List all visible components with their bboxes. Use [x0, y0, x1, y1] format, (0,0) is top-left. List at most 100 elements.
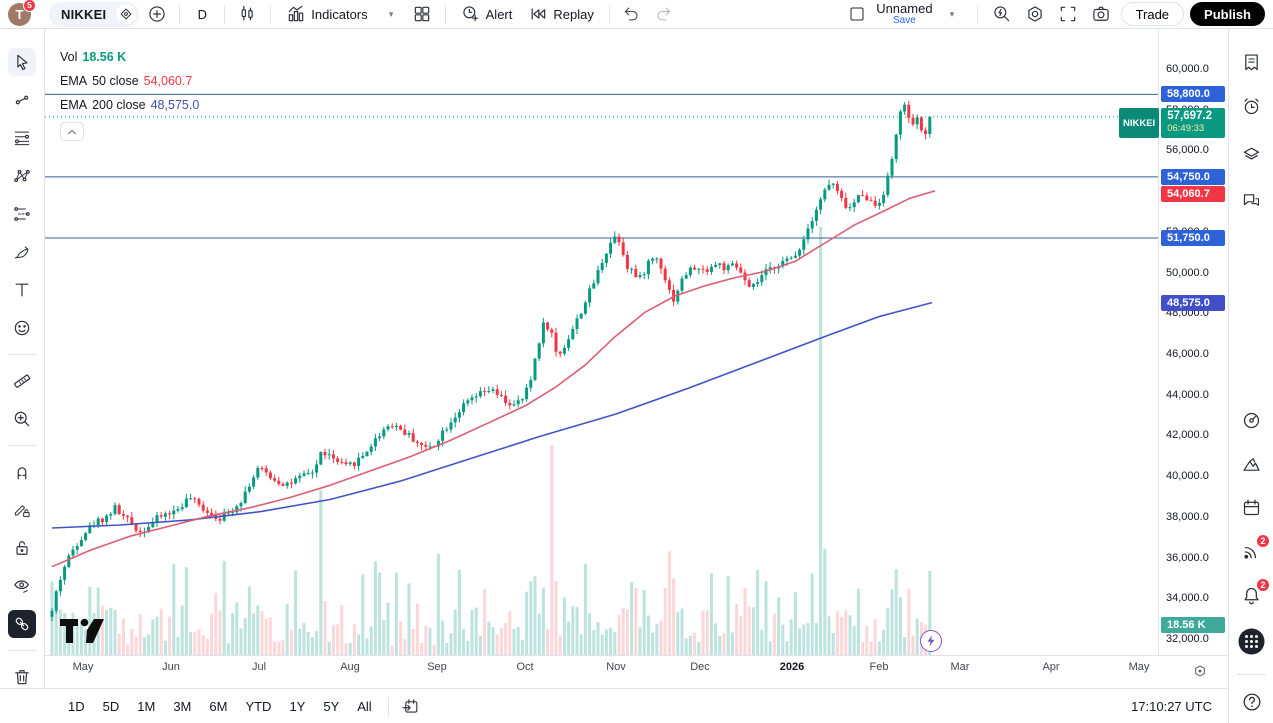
fib-retracement-tool-button[interactable]	[8, 124, 36, 152]
volume-bar	[310, 637, 314, 655]
candle-body	[562, 347, 566, 354]
chat-icon[interactable]	[1237, 186, 1266, 215]
lock-drawings-button[interactable]	[8, 534, 36, 562]
volume-bar	[168, 616, 172, 655]
trend-line-tool-button[interactable]	[8, 86, 36, 114]
legend-ema200-row[interactable]: EMA 200 close 48,575.0	[60, 93, 199, 117]
price-axis[interactable]: 60,000.058,000.056,000.054,000.052,000.0…	[1119, 29, 1228, 655]
candle-body	[919, 117, 923, 131]
apps-menu-button[interactable]	[1237, 627, 1266, 656]
candle-body	[163, 513, 167, 517]
level-label-51750[interactable]: 51,750.0	[1161, 230, 1225, 246]
ema200-legend-params: 200 close	[92, 98, 146, 112]
interval-button[interactable]: D	[197, 6, 207, 22]
volume-bar	[147, 634, 151, 655]
trade-button[interactable]: Trade	[1120, 2, 1185, 26]
candle-body	[663, 268, 667, 281]
timeframe-button-5y[interactable]: 5Y	[323, 698, 340, 714]
indicators-chevron-icon[interactable]: ▾	[388, 8, 394, 19]
candle-body	[264, 468, 268, 473]
volume-bar	[436, 553, 440, 655]
symbol-search-box[interactable]: NIKKEI	[49, 1, 140, 27]
help-icon[interactable]	[1237, 687, 1266, 716]
brush-tool-button[interactable]	[8, 238, 36, 266]
level-label-54750[interactable]: 54,750.0	[1161, 169, 1225, 185]
candle-body	[58, 579, 62, 592]
indicators-button[interactable]: Indicators	[280, 1, 373, 28]
layout-select-icon[interactable]	[843, 1, 870, 28]
redo-icon[interactable]	[650, 1, 677, 28]
forecast-tool-button[interactable]	[8, 200, 36, 228]
user-avatar[interactable]: T 5	[8, 0, 36, 26]
remove-drawings-trash-button[interactable]	[8, 663, 36, 691]
fullscreen-icon[interactable]	[1055, 1, 1082, 28]
pattern-tool-button[interactable]	[8, 162, 36, 190]
magnet-mode-button[interactable]	[8, 458, 36, 486]
zoom-in-tool-button[interactable]	[8, 405, 36, 433]
emoji-tool-button[interactable]	[8, 314, 36, 342]
volume-bar	[294, 570, 298, 655]
chart-canvas[interactable]	[45, 29, 1158, 655]
legend-collapse-button[interactable]	[60, 122, 84, 141]
candle-body	[407, 433, 411, 435]
volume-bar	[365, 638, 369, 655]
candle-body	[688, 267, 692, 276]
candle-body	[869, 200, 873, 202]
legend-volume-row[interactable]: Vol 18.56 K	[60, 45, 199, 69]
timeframe-button-3m[interactable]: 3M	[173, 698, 192, 714]
timeframe-button-all[interactable]: All	[357, 698, 372, 714]
go-to-date-icon[interactable]	[397, 693, 424, 720]
volume-bar	[537, 613, 541, 655]
legend-ema50-row[interactable]: EMA 50 close 54,060.7	[60, 69, 199, 93]
streams-signal-icon[interactable]: 2	[1237, 534, 1270, 566]
hide-drawings-eye-button[interactable]	[8, 572, 36, 600]
measure-ruler-button[interactable]	[8, 367, 36, 395]
settings-gear-icon[interactable]	[1022, 1, 1049, 28]
timeframe-button-1m[interactable]: 1M	[137, 698, 156, 714]
object-tree-layers-icon[interactable]	[1237, 139, 1266, 168]
lightning-trade-badge[interactable]	[920, 630, 942, 652]
timeframe-button-1y[interactable]: 1Y	[289, 698, 306, 714]
candle-body	[138, 530, 142, 533]
ideas-mountain-icon[interactable]	[1237, 450, 1266, 479]
candle-body	[852, 202, 856, 208]
timeframe-button-ytd[interactable]: YTD	[245, 698, 272, 714]
timeframe-button-6m[interactable]: 6M	[209, 698, 228, 714]
watchlist-icon[interactable]	[1237, 48, 1266, 77]
timeframe-button-1d[interactable]: 1D	[68, 698, 85, 714]
calendar-icon[interactable]	[1237, 493, 1266, 522]
snapshot-camera-icon[interactable]	[1088, 1, 1115, 28]
quick-search-icon[interactable]	[989, 1, 1016, 28]
volume-bar	[466, 640, 470, 655]
volume-bar	[550, 445, 554, 655]
chart-pane[interactable]: Vol 18.56 K EMA 50 close 54,060.7 EMA 20…	[45, 29, 1158, 655]
drawing-mode-pencil-lock-button[interactable]	[8, 496, 36, 524]
publish-button[interactable]: Publish	[1190, 2, 1265, 26]
text-tool-button[interactable]	[8, 276, 36, 304]
replay-button[interactable]: Replay	[522, 1, 599, 28]
axis-settings-gear-icon[interactable]	[1188, 659, 1212, 683]
layout-name-button[interactable]: Unnamed Save	[876, 2, 932, 26]
alert-button[interactable]: Alert	[455, 1, 519, 28]
volume-bar	[751, 607, 755, 655]
volume-bar	[336, 624, 340, 655]
time-axis[interactable]: May Jun Jul Aug Sep Oct Nov Dec 2026 Feb Mar Apr May	[45, 655, 1228, 688]
cursor-tool-button[interactable]	[8, 48, 36, 76]
candle-body	[268, 472, 272, 479]
alerts-clock-icon[interactable]	[1237, 92, 1266, 121]
chart-style-candles-icon[interactable]	[234, 1, 261, 28]
volume-bar	[277, 641, 281, 655]
layout-chevron-icon[interactable]: ▾	[949, 8, 955, 19]
notifications-bell-icon[interactable]: 2	[1237, 578, 1270, 610]
timeframe-button-5d[interactable]: 5D	[102, 698, 120, 714]
sync-drawings-link-button[interactable]	[8, 610, 36, 638]
compare-add-symbol-button[interactable]	[143, 1, 170, 28]
volume-bar	[256, 605, 260, 655]
screener-gauge-icon[interactable]	[1237, 406, 1266, 435]
volume-bar	[441, 620, 445, 655]
utc-clock[interactable]: 17:10:27 UTC	[1131, 698, 1212, 714]
candle-body	[453, 417, 457, 423]
level-label-58800[interactable]: 58,800.0	[1161, 86, 1225, 102]
grid-layout-icon[interactable]	[409, 1, 436, 28]
undo-icon[interactable]	[619, 1, 646, 28]
